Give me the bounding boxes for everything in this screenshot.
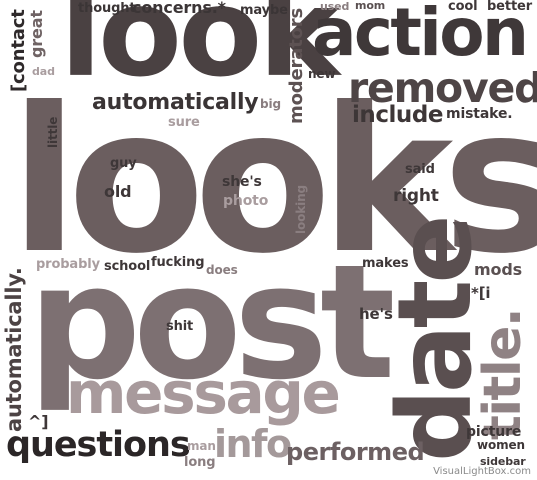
word-does: does bbox=[206, 263, 238, 277]
word-concerns: concerns.* bbox=[132, 0, 226, 17]
word-women: women bbox=[477, 438, 525, 452]
word-removed: removed bbox=[348, 64, 537, 112]
word-guy: guy bbox=[110, 156, 137, 171]
word-said: said bbox=[405, 162, 435, 177]
word-looks: looks bbox=[10, 65, 537, 298]
word-include: include bbox=[352, 102, 443, 128]
word-picture: picture bbox=[466, 424, 522, 440]
word-automatically: automatically bbox=[92, 90, 259, 115]
word-long: long bbox=[184, 455, 216, 470]
word-sure: sure bbox=[168, 115, 200, 130]
word-cool: cool bbox=[448, 0, 478, 14]
word-message: message bbox=[66, 359, 341, 427]
word-fucking: fucking bbox=[151, 255, 205, 270]
word-caret: ^] bbox=[28, 412, 49, 431]
word-maybe: maybe bbox=[240, 3, 288, 18]
word-man: man bbox=[187, 439, 216, 453]
word-school: school bbox=[104, 259, 151, 274]
word-hes: he's bbox=[359, 305, 393, 323]
word-post: post bbox=[28, 231, 396, 415]
word-used: used bbox=[320, 0, 350, 13]
word-contact: [contact bbox=[8, 9, 29, 92]
word-new: new bbox=[308, 67, 336, 81]
word-sidebar: sidebar bbox=[480, 455, 526, 468]
word-old: old bbox=[104, 182, 132, 201]
word-big: big bbox=[260, 97, 281, 111]
word-title: title. bbox=[473, 308, 533, 440]
word-shes: she's bbox=[222, 174, 262, 190]
word-little: little bbox=[46, 116, 60, 148]
word-great: great bbox=[27, 10, 46, 58]
word-questions: questions bbox=[6, 425, 191, 465]
word-moderators: moderators bbox=[286, 8, 307, 124]
word-photo: photo bbox=[223, 193, 269, 209]
watermark-text: VisualLightBox.com bbox=[433, 466, 531, 477]
word-look: look bbox=[60, 0, 340, 104]
word-shit: shit bbox=[166, 319, 194, 334]
word-looking: looking bbox=[294, 185, 308, 234]
word-automatically-dot: automatically. bbox=[2, 267, 26, 432]
word-mistake: mistake. bbox=[446, 106, 513, 122]
word-right: right bbox=[393, 186, 439, 206]
word-mods: mods bbox=[474, 260, 523, 279]
word-thought: thought bbox=[78, 1, 136, 16]
word-probably: probably bbox=[36, 257, 100, 272]
word-info: info bbox=[214, 422, 292, 466]
word-better: better bbox=[487, 0, 532, 14]
word-performed: performed bbox=[286, 438, 425, 466]
word-dad: dad bbox=[32, 65, 55, 78]
word-mom: mom bbox=[355, 0, 386, 12]
word-star-i: *[i bbox=[471, 284, 491, 302]
word-action: action bbox=[312, 0, 529, 71]
word-makes: makes bbox=[362, 256, 409, 271]
